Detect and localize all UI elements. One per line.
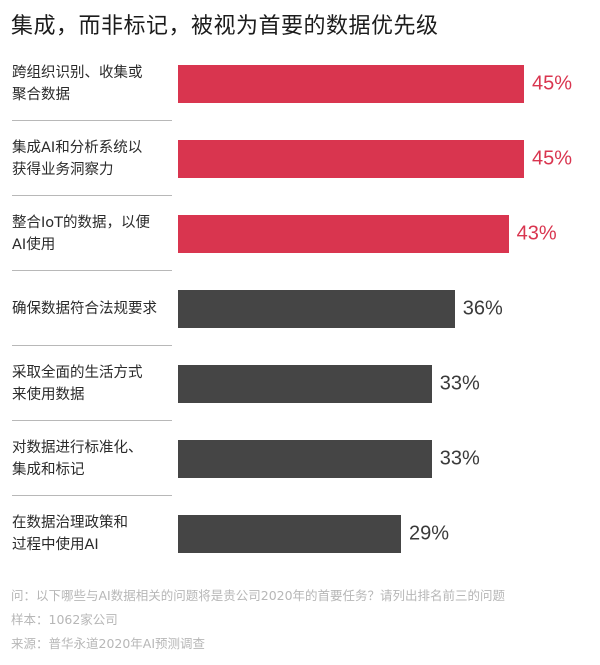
bar (178, 514, 401, 553)
category-label: 整合IoT的数据，以便 AI使用 (12, 212, 177, 256)
value-label: 29% (408, 522, 449, 544)
chart-row: 整合IoT的数据，以便 AI使用 43% (0, 196, 600, 271)
category-label-line2: 集成和标记 (12, 461, 85, 478)
category-label: 在数据治理政策和 过程中使用AI (12, 512, 177, 556)
chart-row: 跨组织识别、收集或 聚合数据 45% (0, 46, 600, 121)
value-label: 33% (439, 372, 480, 394)
category-label: 采取全面的生活方式 来使用数据 (12, 362, 177, 406)
category-label: 对数据进行标准化、 集成和标记 (12, 437, 177, 481)
chart-row: 采取全面的生活方式 来使用数据 33% (0, 346, 600, 421)
row-divider (12, 270, 172, 271)
category-label: 确保数据符合法规要求 (12, 298, 177, 320)
chart-row: 集成AI和分析系统以 获得业务洞察力 45% (0, 121, 600, 196)
category-label-line1: 整合IoT的数据，以便 (12, 214, 151, 231)
footnote-sample: 样本：1062家公司 (11, 612, 118, 627)
category-label-line1: 在数据治理政策和 (12, 514, 128, 531)
category-label-line2: 来使用数据 (12, 386, 85, 403)
category-label-line2: 过程中使用AI (12, 536, 99, 553)
bar (178, 364, 432, 403)
row-divider (12, 495, 172, 496)
category-label-line1: 跨组织识别、收集或 (12, 64, 143, 81)
value-label: 43% (516, 222, 557, 244)
category-label-line1: 采取全面的生活方式 (12, 364, 143, 381)
bar (178, 289, 455, 328)
category-label: 集成AI和分析系统以 获得业务洞察力 (12, 137, 177, 181)
row-divider (12, 420, 172, 421)
bar (178, 439, 432, 478)
value-label: 45% (532, 147, 573, 169)
category-label-line1: 对数据进行标准化、 (12, 439, 143, 456)
value-label: 36% (462, 297, 503, 319)
category-label-line2: AI使用 (12, 236, 56, 253)
row-divider (12, 345, 172, 346)
chart-row: 在数据治理政策和 过程中使用AI 29% (0, 496, 600, 571)
footnote-source: 来源：普华永道2020年AI预测调查 (11, 636, 206, 651)
footnote-question: 问：以下哪些与AI数据相关的问题将是贵公司2020年的首要任务？请列出排名前三的… (11, 588, 506, 603)
category-label-line1: 确保数据符合法规要求 (12, 300, 157, 317)
category-label: 跨组织识别、收集或 聚合数据 (12, 62, 177, 106)
chart-row: 对数据进行标准化、 集成和标记 33% (0, 421, 600, 496)
row-divider (12, 120, 172, 121)
row-divider (12, 195, 172, 196)
category-label-line1: 集成AI和分析系统以 (12, 139, 143, 156)
bar-highlight (178, 64, 524, 103)
value-label: 45% (532, 72, 573, 94)
chart-title: 集成，而非标记，被视为首要的数据优先级 (11, 14, 439, 39)
value-label: 33% (439, 447, 480, 469)
bar-highlight (178, 214, 509, 253)
bar-highlight (178, 139, 524, 178)
category-label-line2: 获得业务洞察力 (12, 161, 114, 178)
chart-row: 确保数据符合法规要求 36% (0, 271, 600, 346)
category-label-line2: 聚合数据 (12, 86, 70, 103)
